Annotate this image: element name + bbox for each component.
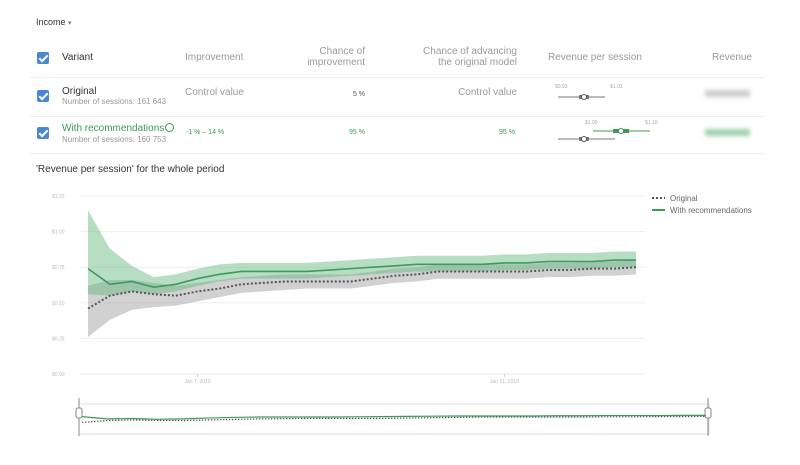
info-icon[interactable] [165, 123, 175, 132]
navigator-line [81, 415, 707, 424]
sessions: Number of sessions: 160 753 [62, 135, 167, 144]
legend-label: With recommendations [670, 206, 752, 215]
separator [30, 153, 765, 154]
cell: Control value [185, 87, 244, 98]
sessions: Number of sessions: 161 643 [62, 97, 167, 106]
x-tick-label: Jan 7, 2019 [185, 379, 211, 385]
rps-plot [558, 128, 650, 142]
cell: 95 % [499, 129, 515, 136]
checkbox[interactable] [37, 90, 49, 102]
x-tick-label: Jan 21, 2019 [490, 379, 519, 385]
variant-name: Original [62, 86, 97, 97]
column-header: Variant [62, 52, 93, 63]
variant-name-text: With recommendations [62, 123, 165, 134]
median [581, 94, 587, 100]
series-line [87, 259, 636, 288]
y-tick-label: $0.25 [52, 336, 65, 342]
dropdown-label[interactable]: Income [36, 17, 66, 27]
rps-plot [558, 94, 605, 100]
checkbox[interactable] [37, 52, 49, 64]
cell: Control value [458, 87, 517, 98]
column-header: Improvement [185, 52, 244, 63]
separator [30, 77, 765, 78]
column-header: Revenue [712, 52, 753, 63]
rps-label: $1.03 [610, 84, 623, 90]
dropdown-arrow[interactable]: ▾ [68, 20, 72, 27]
legend-label: Original [670, 194, 698, 203]
y-tick-label: $0.00 [52, 372, 65, 378]
column-header: Revenue per session [548, 52, 642, 63]
variant-name: With recommendations [62, 123, 175, 134]
y-tick-label: $1.00 [52, 230, 65, 236]
cell: 95 % [349, 129, 365, 136]
median [581, 136, 587, 142]
column-header: Chance of advancing the original model [423, 46, 517, 68]
chart-title: 'Revenue per session' for the whole peri… [36, 164, 225, 175]
rps-label: $1.00 [585, 120, 598, 126]
y-tick-label: $0.75 [52, 265, 65, 271]
y-tick-label: $1.25 [52, 194, 65, 200]
confidence-band [88, 260, 636, 337]
checkbox[interactable] [37, 127, 49, 139]
blurred-value [705, 129, 750, 136]
separator [30, 116, 765, 117]
rps-label: $0.93 [555, 84, 568, 90]
dropdown[interactable]: Income ▾ [36, 17, 72, 27]
median [618, 128, 624, 134]
blurred-value [705, 90, 750, 97]
navigator-grip[interactable] [75, 407, 83, 419]
navigator-grip[interactable] [704, 407, 712, 419]
navigator-line [81, 414, 706, 420]
y-tick-label: $0.50 [52, 301, 65, 307]
column-header: Chance of improvement [307, 46, 365, 68]
cell: 5 % [352, 91, 365, 98]
cell: -1 % – 14 % [186, 129, 225, 136]
rps-label: $1.10 [645, 120, 658, 126]
